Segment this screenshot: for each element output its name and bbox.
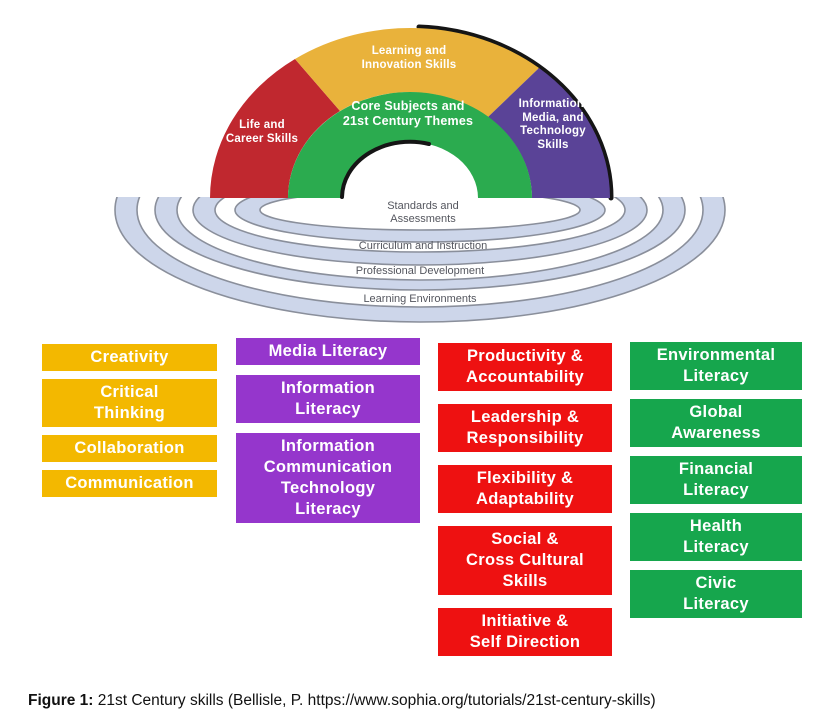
label-curriculum-instruction: Curriculum and Instruction	[358, 240, 488, 252]
skill-box-health-literacy: Health Literacy	[630, 513, 802, 561]
label-learning-innovation-skills: Learning and Innovation Skills	[361, 45, 457, 71]
skill-box-global-awareness: Global Awareness	[630, 399, 802, 447]
segment-info-media-tech	[488, 68, 611, 198]
label-core-subjects: Core Subjects and 21st Century Themes	[342, 99, 474, 128]
skill-box-civic-literacy: Civic Literacy	[630, 570, 802, 618]
inner-hole-shadow	[340, 139, 431, 199]
skill-box-initiative-self-direction: Initiative & Self Direction	[438, 608, 612, 656]
label-learning-environments: Learning Environments	[363, 293, 477, 305]
skill-box-creativity: Creativity	[42, 344, 217, 371]
skill-box-flexibility-adaptability: Flexibility & Adaptability	[438, 465, 612, 513]
column-life-career: Productivity & Accountability Leadership…	[438, 343, 612, 656]
figure-caption-text: 21st Century skills (Bellisle, P. https:…	[93, 692, 656, 709]
skill-box-critical-thinking: Critical Thinking	[42, 379, 217, 427]
arch-shadow-outline	[416, 24, 614, 201]
figure-caption-label: Figure 1:	[28, 692, 94, 709]
ring-curriculum-instruction	[192, 197, 648, 266]
p21-rainbow-diagram: Life and Career Skills Learning and Inno…	[0, 0, 829, 335]
skill-box-productivity-accountability: Productivity & Accountability	[438, 343, 612, 391]
skill-box-collaboration: Collaboration	[42, 435, 217, 462]
support-rings-group	[114, 197, 726, 323]
skill-box-columns: Creativity Critical Thinking Collaborati…	[0, 0, 829, 656]
skill-box-social-cross-cultural: Social & Cross Cultural Skills	[438, 526, 612, 595]
skill-box-communication: Communication	[42, 470, 217, 497]
ring-standards-assessments	[234, 197, 606, 243]
skill-box-financial-literacy: Financial Literacy	[630, 456, 802, 504]
skill-box-ict-literacy: Information Communication Technology Lit…	[236, 433, 420, 523]
skill-box-information-literacy: Information Literacy	[236, 375, 420, 423]
label-standards-assessments: Standards and Assessments	[387, 200, 459, 225]
ring-professional-development	[154, 197, 686, 291]
figure-caption: Figure 1: 21st Century skills (Bellisle,…	[28, 691, 818, 710]
skill-box-leadership-responsibility: Leadership & Responsibility	[438, 404, 612, 452]
label-professional-development: Professional Development	[355, 265, 485, 277]
ring-learning-environments	[114, 197, 726, 323]
segment-life-career	[210, 59, 340, 198]
skill-box-environmental-literacy: Environmental Literacy	[630, 342, 802, 390]
column-themes-literacies: Environmental Literacy Global Awareness …	[630, 342, 802, 618]
rainbow-arch-graphic	[114, 24, 726, 323]
column-info-media-tech: Media Literacy Information Literacy Info…	[236, 338, 420, 523]
label-life-career-skills: Life and Career Skills	[225, 119, 299, 145]
skill-box-media-literacy: Media Literacy	[236, 338, 420, 365]
label-info-media-tech-skills: Information, Media, and Technology Skill…	[518, 98, 588, 151]
segment-learning-innovation	[295, 28, 539, 118]
column-learning-innovation: Creativity Critical Thinking Collaborati…	[42, 344, 217, 497]
